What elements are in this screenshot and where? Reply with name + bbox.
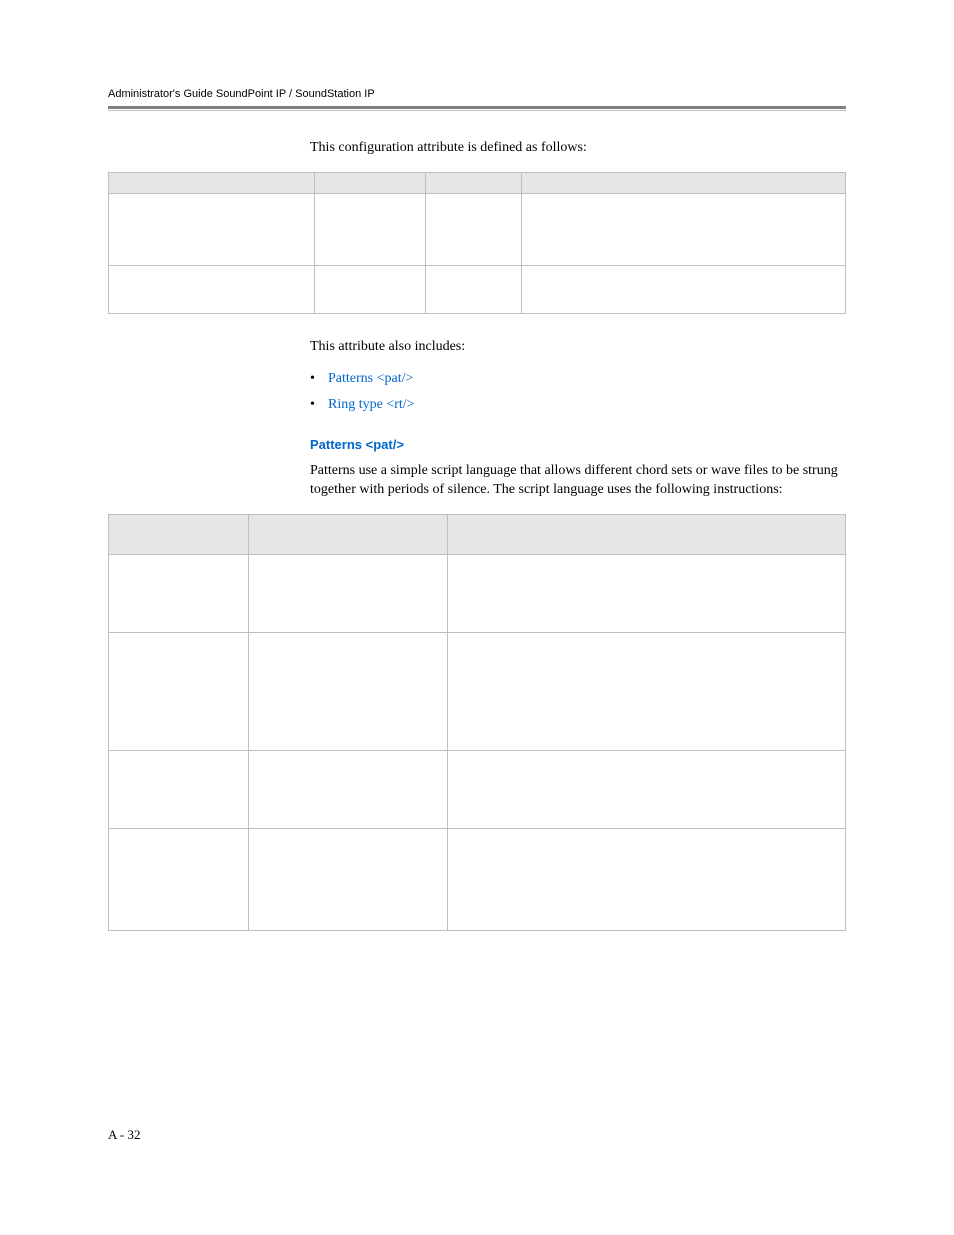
list-item: Ring type <rt/> — [310, 397, 846, 413]
table-row — [109, 828, 846, 930]
table-row — [109, 750, 846, 828]
header-rule-thin — [108, 110, 846, 111]
table-cell — [249, 828, 448, 930]
table-header-cell — [315, 172, 426, 193]
table-cell — [425, 193, 521, 265]
header-rule-thick — [108, 106, 846, 109]
table-header-cell — [521, 172, 845, 193]
ringtype-link[interactable]: Ring type <rt/> — [328, 397, 415, 412]
table-cell — [249, 632, 448, 750]
table-cell — [448, 828, 846, 930]
table-cell — [249, 750, 448, 828]
table-cell — [448, 632, 846, 750]
table-cell — [109, 828, 249, 930]
table-header-row — [109, 172, 846, 193]
page-number: A - 32 — [108, 1127, 141, 1143]
table-row — [109, 632, 846, 750]
patterns-link[interactable]: Patterns <pat/> — [328, 371, 413, 386]
intro-block: This configuration attribute is defined … — [310, 139, 846, 158]
table-cell — [109, 265, 315, 313]
table-row — [109, 554, 846, 632]
patterns-paragraph: Patterns use a simple script language th… — [310, 462, 846, 500]
table-cell — [315, 265, 426, 313]
table-row — [109, 265, 846, 313]
intro-paragraph: This configuration attribute is defined … — [310, 139, 846, 158]
table-row — [109, 193, 846, 265]
table-header-row — [109, 514, 846, 554]
table-cell — [448, 554, 846, 632]
table-header-cell — [425, 172, 521, 193]
table-cell — [109, 554, 249, 632]
table-header-cell — [448, 514, 846, 554]
table-header-cell — [109, 514, 249, 554]
page-container: Administrator's Guide SoundPoint IP / So… — [0, 0, 954, 931]
table-header-cell — [249, 514, 448, 554]
table-cell — [521, 265, 845, 313]
link-list: Patterns <pat/> Ring type <rt/> — [310, 371, 846, 413]
attribute-table — [108, 172, 846, 314]
table-cell — [249, 554, 448, 632]
table-cell — [448, 750, 846, 828]
also-includes-block: This attribute also includes: Patterns <… — [310, 338, 846, 500]
also-includes-paragraph: This attribute also includes: — [310, 338, 846, 357]
table-cell — [109, 750, 249, 828]
instruction-table — [108, 514, 846, 931]
list-item: Patterns <pat/> — [310, 371, 846, 387]
table-header-cell — [109, 172, 315, 193]
table-cell — [521, 193, 845, 265]
table-cell — [315, 193, 426, 265]
table-cell — [109, 632, 249, 750]
running-head: Administrator's Guide SoundPoint IP / So… — [108, 88, 846, 100]
patterns-heading: Patterns <pat/> — [310, 437, 846, 452]
table-cell — [425, 265, 521, 313]
table-cell — [109, 193, 315, 265]
